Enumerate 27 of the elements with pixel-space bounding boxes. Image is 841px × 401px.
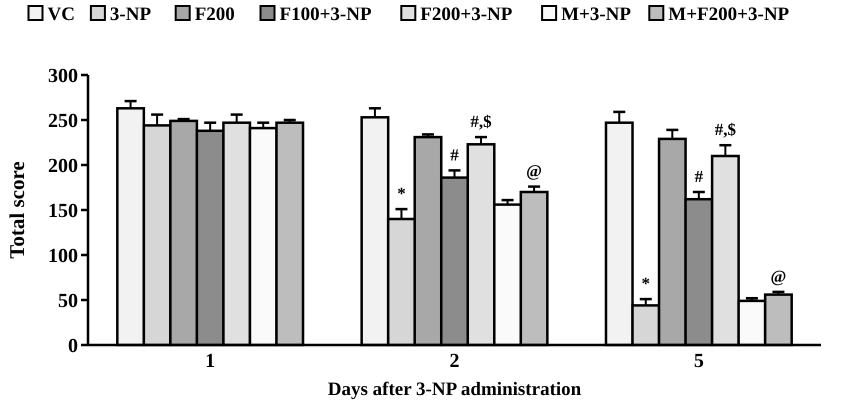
x-tick-label: 2 <box>450 350 460 372</box>
x-tick-label: 5 <box>694 350 704 372</box>
y-tick-label: 200 <box>48 155 78 177</box>
y-axis-title: Total score <box>5 161 29 259</box>
x-axis-title: Days after 3-NP administration <box>328 379 582 400</box>
y-tick-label: 150 <box>48 200 78 222</box>
legend-label: M+3-NP <box>561 4 632 25</box>
data-label: * <box>642 274 650 294</box>
legend-label: 3-NP <box>110 4 152 25</box>
legend-label: M+F200+3-NP <box>668 4 790 25</box>
legend-label: F100+3-NP <box>280 4 372 25</box>
legend-label: F200+3-NP <box>420 4 513 25</box>
x-tick-label: 1 <box>205 350 216 372</box>
data-label: #,$ <box>470 112 492 132</box>
data-label: @ <box>770 266 786 286</box>
legend-label: VC <box>48 4 75 25</box>
legend-label: F200 <box>194 4 235 25</box>
y-tick-label: 0 <box>68 335 78 357</box>
data-label: # <box>694 167 704 186</box>
y-tick-label: 100 <box>48 245 78 267</box>
y-tick-label: 250 <box>48 110 78 132</box>
y-tick-label: 300 <box>48 65 78 87</box>
data-label: # <box>450 145 460 164</box>
data-label: #,$ <box>714 120 736 140</box>
y-tick-label: 50 <box>58 290 78 312</box>
data-label: @ <box>526 162 542 181</box>
data-label: * <box>397 184 406 204</box>
